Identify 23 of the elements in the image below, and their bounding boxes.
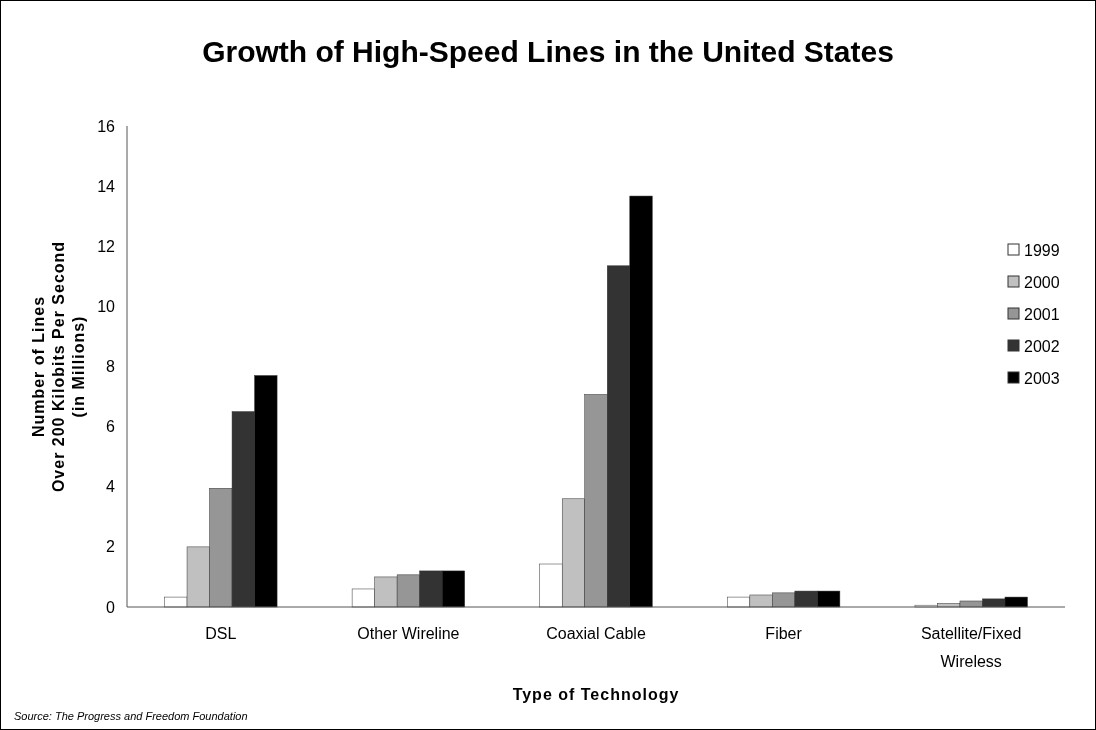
- legend-label: 2003: [1024, 369, 1060, 387]
- x-tick-label: Fiber: [765, 625, 803, 642]
- source-note: Source: The Progress and Freedom Foundation: [14, 710, 248, 722]
- y-tick-label: 14: [97, 177, 116, 195]
- y-tick-label: 8: [106, 358, 116, 376]
- chart-title: Growth of High-Speed Lines in the United States: [202, 35, 894, 68]
- y-tick-label: 10: [97, 297, 116, 315]
- legend-label: 2001: [1024, 305, 1060, 323]
- y-axis-title: Number of Lines Over 200 Kilobits Per Second (in Millions): [30, 240, 87, 493]
- y-tick-label: 12: [97, 237, 116, 255]
- legend-label: 1999: [1024, 241, 1060, 259]
- x-tick-label: Satellite/Fixed Wireless: [920, 625, 1022, 670]
- legend-label: 2002: [1024, 337, 1060, 355]
- x-axis-title: Type of Technology: [512, 686, 680, 703]
- y-tick-label: 2: [106, 538, 116, 556]
- x-tick-label: Other Wireline: [357, 625, 460, 642]
- y-tick-label: 6: [106, 418, 116, 436]
- y-tick-label: 4: [106, 478, 116, 496]
- legend-label: 2000: [1024, 273, 1060, 291]
- x-tick-label: DSL: [205, 625, 237, 642]
- x-tick-label: Coaxial Cable: [546, 625, 646, 642]
- y-tick-label: 0: [106, 598, 116, 616]
- y-tick-label: 16: [97, 117, 116, 135]
